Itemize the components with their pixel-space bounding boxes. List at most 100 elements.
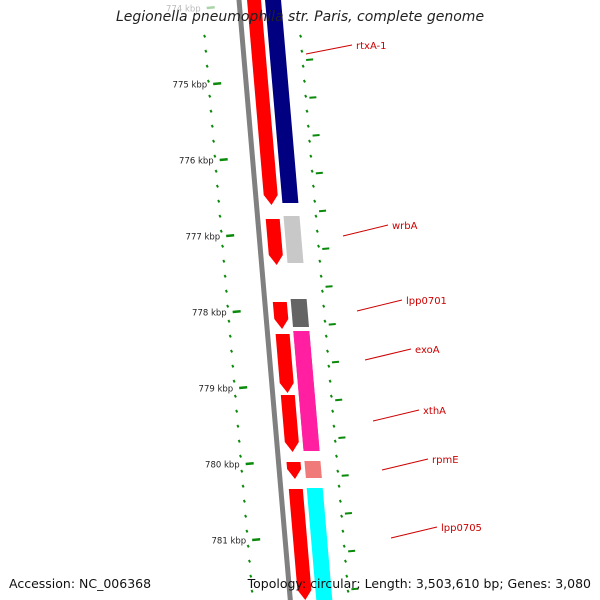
- tick-dash: [217, 199, 221, 203]
- leader-line-wrba: [342, 224, 389, 237]
- tick-dash: [228, 334, 232, 338]
- forward-cds-7: [288, 489, 312, 600]
- tick-dash: [326, 349, 330, 353]
- tick-dash: [218, 214, 222, 218]
- tick-dash: [340, 514, 344, 518]
- tick-dash: [324, 334, 328, 338]
- tick-dash: [215, 184, 219, 188]
- tick-dash: [337, 484, 341, 488]
- major-tick: [306, 58, 314, 61]
- forward-cds-1: [247, 0, 278, 205]
- tick-dash: [345, 574, 349, 578]
- forward-cds-2: [265, 219, 283, 265]
- tick-dash: [213, 154, 217, 158]
- major-tick: [325, 285, 333, 288]
- major-tick: [348, 549, 356, 553]
- gene-label-xtha: xthA: [423, 406, 446, 417]
- scale-tick: [232, 310, 241, 314]
- tick-dash: [235, 409, 239, 413]
- scale-label: 780 kbp: [205, 461, 240, 471]
- map-title: Legionella pneumophila str. Paris, compl…: [115, 9, 485, 25]
- major-tick: [322, 247, 330, 250]
- tick-dash: [230, 349, 234, 353]
- tick-dash: [327, 364, 331, 368]
- leader-line-xtha: [372, 409, 420, 422]
- scale-label: 777 kbp: [186, 233, 221, 243]
- scale-label: 774 kbp: [166, 5, 201, 15]
- tick-dash: [224, 289, 228, 293]
- tick-dash: [332, 424, 336, 428]
- tick-dash: [222, 259, 226, 263]
- tick-dash: [305, 109, 309, 113]
- major-tick: [338, 436, 346, 439]
- tick-dash: [323, 319, 327, 323]
- tick-dash: [210, 124, 214, 128]
- forward-cds-5: [280, 395, 299, 452]
- tick-dash: [239, 454, 242, 458]
- tick-dash: [342, 544, 346, 548]
- forward-cds-6: [286, 462, 302, 479]
- tick-dash: [232, 379, 236, 383]
- tick-dash: [318, 259, 322, 263]
- tick-dash: [249, 574, 253, 578]
- leader-line-lpp0705: [390, 526, 438, 539]
- tick-dash: [212, 139, 216, 143]
- gene-label-lpp0705: lpp0705: [441, 523, 482, 534]
- tick-dash: [306, 124, 310, 128]
- tick-dash: [226, 304, 230, 308]
- tick-dash: [311, 184, 315, 188]
- tick-dash: [241, 484, 245, 488]
- major-tick: [351, 587, 359, 591]
- gene-feature-rtxa-1: [265, 0, 299, 203]
- major-tick: [344, 512, 352, 515]
- tick-dash: [250, 589, 254, 593]
- tick-dash: [299, 34, 303, 38]
- scale-tick: [239, 386, 248, 390]
- genome-stats-label: Topology: circular; Length: 3,503,610 bp…: [247, 576, 591, 591]
- scale-tick: [245, 462, 254, 466]
- tick-dash: [338, 499, 342, 503]
- major-tick: [309, 96, 317, 99]
- scale-tick: [252, 538, 261, 542]
- leader-line-exoa: [364, 348, 412, 361]
- tick-dash: [315, 229, 319, 233]
- forward-cds-3: [272, 302, 289, 329]
- tick-dash: [214, 169, 218, 173]
- tick-dash: [304, 94, 308, 98]
- major-tick: [318, 209, 327, 213]
- tick-dash: [322, 304, 326, 308]
- genome-backbone: [236, 0, 293, 600]
- tick-dash: [244, 514, 248, 518]
- tick-dash: [205, 64, 209, 68]
- tick-dash: [308, 139, 312, 143]
- tick-dash: [233, 394, 237, 398]
- scale-tick: [213, 82, 222, 86]
- leader-line-rtxa-1: [305, 44, 353, 55]
- tick-dash: [240, 469, 244, 473]
- tick-dash: [231, 364, 235, 368]
- tick-dash: [329, 394, 333, 398]
- tick-dash: [331, 409, 335, 413]
- tick-dash: [310, 169, 314, 173]
- gene-feature-xtha: [293, 331, 320, 451]
- tick-dash: [237, 439, 241, 443]
- gene-label-lpp0701: lpp0701: [406, 296, 447, 307]
- scale-label: 779 kbp: [199, 385, 234, 395]
- tick-dash: [247, 559, 251, 563]
- gene-feature-lpp0701: [290, 299, 309, 327]
- scale-tick: [219, 158, 228, 162]
- tick-dash: [300, 49, 304, 53]
- gene-label-wrba: wrbA: [392, 221, 418, 232]
- gene-feature-wrba: [283, 216, 304, 263]
- tick-dash: [320, 289, 324, 293]
- tick-dash: [209, 109, 213, 113]
- tick-dash: [313, 199, 317, 203]
- accession-label: Accession: NC_006368: [9, 576, 152, 591]
- major-tick: [312, 134, 320, 137]
- major-tick: [341, 474, 349, 477]
- scale-label: 776 kbp: [179, 157, 214, 167]
- tick-dash: [328, 379, 332, 383]
- tick-dash: [341, 529, 345, 533]
- tick-dash: [319, 274, 323, 278]
